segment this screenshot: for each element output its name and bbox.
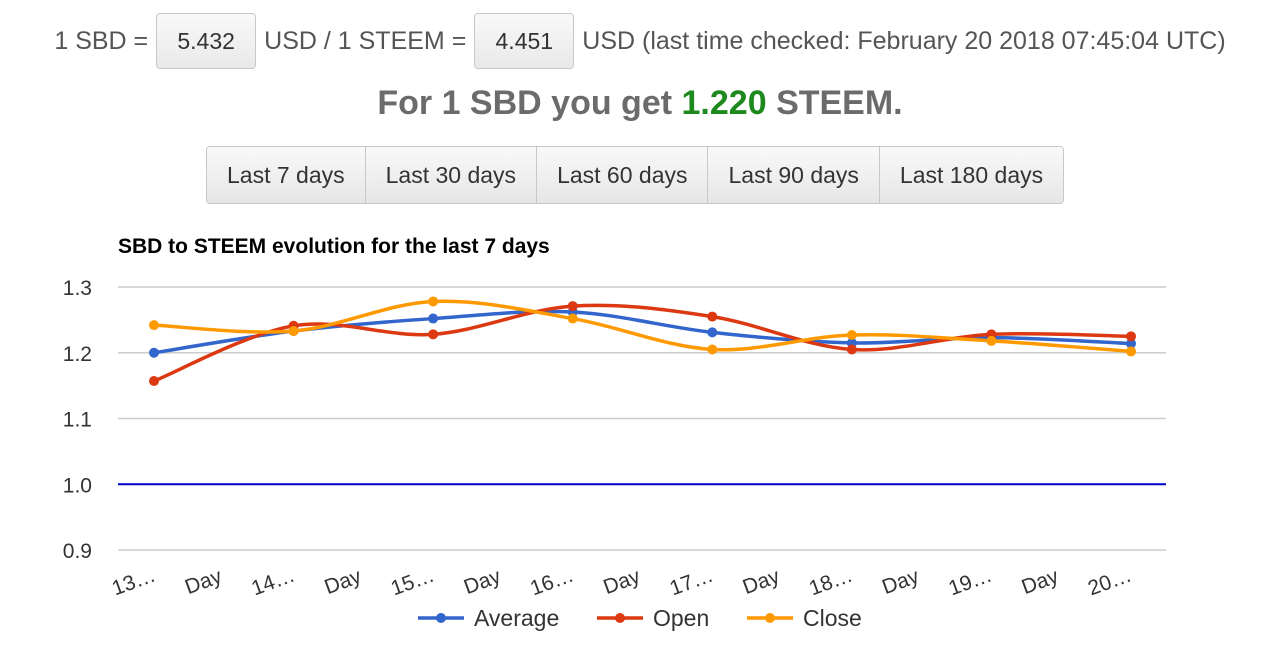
sbd-usd-value-box: 5.432 <box>156 13 257 69</box>
x-tick-label: Day <box>321 565 364 600</box>
x-tick-label: 16… <box>527 563 577 600</box>
sbd-steem-line-chart: SBD to STEEM evolution for the last 7 da… <box>63 235 1166 631</box>
result-value: 1.220 <box>681 84 767 122</box>
range-button-group: Last 7 days Last 30 days Last 60 days La… <box>206 146 1065 204</box>
conversion-result: For 1 SBD you get 1.220 STEEM. <box>0 84 1280 123</box>
result-suffix: STEEM. <box>776 84 903 122</box>
data-point-close <box>428 296 439 307</box>
data-point-close <box>986 335 997 346</box>
result-prefix: For 1 SBD you get <box>377 84 673 122</box>
y-tick-label: 1.1 <box>63 409 92 432</box>
chart-x-ticks: 13… Day 14… Day 15… Day 16… Day 17… Day 18… Day 19… D… <box>109 563 1135 600</box>
chart-gridlines <box>118 286 1166 551</box>
chart-title: SBD to STEEM evolution for the last 7 da… <box>118 235 550 258</box>
last-90-days-button[interactable]: Last 90 days <box>708 147 880 203</box>
series-line-open <box>153 303 1132 383</box>
last-7-days-button[interactable]: Last 7 days <box>207 147 366 203</box>
chart-series <box>149 296 1136 387</box>
data-point-close <box>707 344 718 355</box>
legend-item-average: Average <box>418 605 559 631</box>
x-tick-label: 19… <box>946 563 996 600</box>
x-tick-label: Day <box>879 565 922 600</box>
chart-y-ticks: 0.9 1.0 1.1 1.2 1.3 <box>63 277 92 563</box>
series-line-average <box>153 309 1132 355</box>
data-point-close <box>1126 346 1136 357</box>
x-tick-label: 14… <box>248 563 298 600</box>
data-point-close <box>149 320 159 331</box>
last-checked-label: USD (last time checked: February 20 2018… <box>582 26 1226 55</box>
legend-swatch-dot <box>436 613 446 623</box>
sbd-prefix-label: 1 SBD = <box>54 26 149 55</box>
data-point-open <box>428 329 439 340</box>
last-30-days-button[interactable]: Last 30 days <box>365 147 538 203</box>
x-tick-label: Day <box>461 565 504 600</box>
data-point-average <box>707 327 718 338</box>
legend-label: Average <box>474 605 559 631</box>
series-close <box>149 296 1136 357</box>
data-point-close <box>288 326 299 337</box>
usd-steem-label: USD / 1 STEEM = <box>264 26 467 55</box>
series-open <box>149 301 1136 387</box>
data-point-average <box>428 313 439 324</box>
y-tick-label: 1.3 <box>63 277 92 300</box>
data-point-average <box>149 347 159 358</box>
legend-label: Open <box>653 605 709 631</box>
last-60-days-button[interactable]: Last 60 days <box>537 147 709 203</box>
chart-legend: Average Open Close <box>418 605 862 631</box>
x-tick-label: 18… <box>806 563 856 600</box>
data-point-open <box>707 311 718 322</box>
data-point-open <box>149 376 159 387</box>
data-point-open <box>846 344 857 355</box>
legend-label: Close <box>803 605 862 631</box>
x-tick-label: 17… <box>667 563 717 600</box>
x-tick-label: Day <box>182 565 225 600</box>
x-tick-label: 15… <box>388 563 438 600</box>
last-180-days-button[interactable]: Last 180 days <box>879 147 1064 203</box>
steem-usd-value-box: 4.451 <box>474 13 575 69</box>
legend-item-close: Close <box>747 605 862 631</box>
legend-swatch-dot <box>765 613 775 623</box>
y-tick-label: 1.2 <box>63 343 92 366</box>
legend-item-open: Open <box>597 605 709 631</box>
data-point-close <box>567 313 578 324</box>
series-line-close <box>153 299 1132 354</box>
data-point-open <box>1126 331 1136 342</box>
x-tick-label: Day <box>1019 565 1062 600</box>
rates-row: 1 SBD = 5.432 USD / 1 STEEM = 4.451 USD … <box>0 11 1280 71</box>
y-tick-label: 1.0 <box>63 474 92 497</box>
legend-swatch-dot <box>615 613 625 623</box>
x-tick-label: 20… <box>1085 563 1135 600</box>
y-tick-label: 0.9 <box>63 540 92 563</box>
data-point-average <box>1126 338 1136 349</box>
data-point-open <box>567 301 578 312</box>
x-tick-label: Day <box>600 565 643 600</box>
x-tick-label: Day <box>740 565 783 600</box>
x-tick-label: 13… <box>109 563 159 600</box>
data-point-close <box>846 329 857 340</box>
